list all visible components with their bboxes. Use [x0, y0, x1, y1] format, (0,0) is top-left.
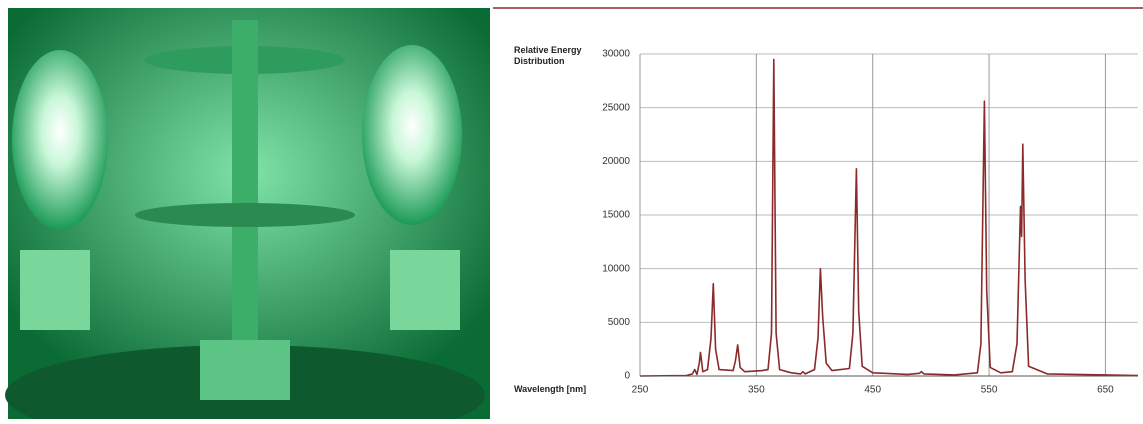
y-tick-label: 10000 — [602, 263, 630, 274]
x-tick-label: 450 — [864, 385, 881, 396]
x-tick-label: 650 — [1097, 385, 1114, 396]
y-tick-label: 30000 — [602, 49, 630, 60]
x-tick-label: 250 — [632, 385, 649, 396]
y-axis-label: Relative Energy Distribution — [514, 45, 582, 66]
spectrum-line — [639, 58, 1139, 377]
y-tick-label: 0 — [624, 371, 630, 382]
x-tick-label: 550 — [981, 385, 998, 396]
x-tick-label: 350 — [748, 385, 765, 396]
y-tick-label: 25000 — [602, 102, 630, 113]
x-axis-label: Wavelength [nm] — [514, 384, 587, 394]
y-tick-label: 15000 — [602, 210, 630, 221]
y-tick-label: 20000 — [602, 156, 630, 167]
plot: 0 5000 10000 15000 20000 25000 30000 250 350 450 5… — [602, 49, 1139, 396]
photo — [5, 8, 490, 424]
y-tick-label: 5000 — [608, 317, 631, 328]
